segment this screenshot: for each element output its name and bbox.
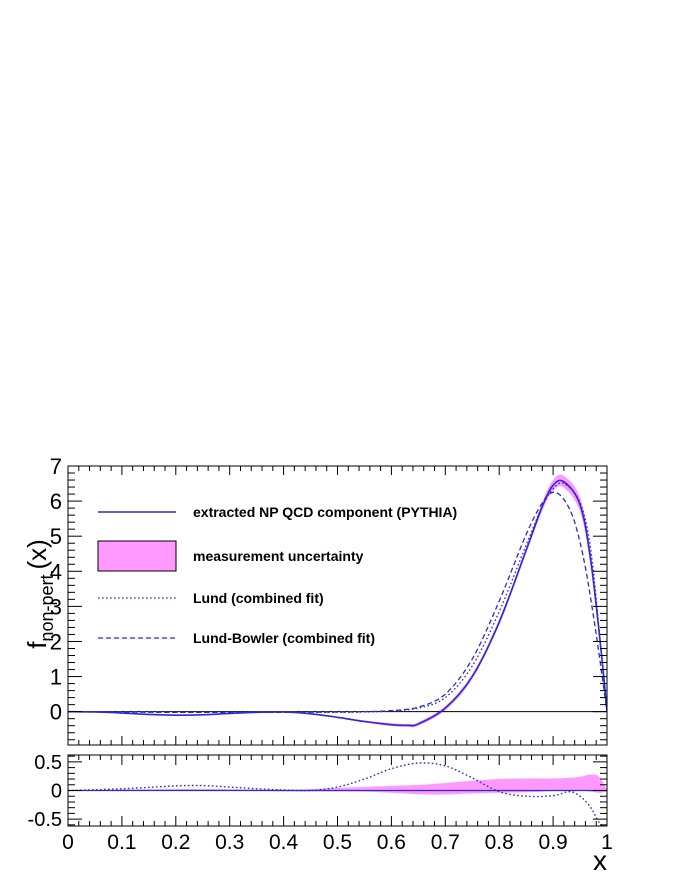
x-tick-label: 0.3 [215, 831, 244, 854]
main-series-line-dotted [68, 482, 607, 714]
main-y-tick-label: 2 [50, 629, 62, 654]
ratio-y-tick-label: -0.5 [28, 809, 62, 831]
ratio-series-line-dotted [68, 762, 604, 826]
x-tick-label: 1 [601, 831, 613, 854]
main-y-tick-labels: 0 1 2 3 4 5 6 7 [50, 454, 62, 725]
ratio-y-tick-label: 0.5 [34, 752, 62, 774]
main-series-line-solid [68, 479, 607, 727]
x-axis-label: x [593, 845, 607, 876]
x-tick-label: 0.1 [107, 831, 136, 854]
ratio-uncertainty-band [68, 774, 607, 795]
main-y-tick-label: 7 [50, 454, 62, 479]
x-tick-label: 0.6 [377, 831, 406, 854]
x-tick-label: 0.5 [323, 831, 352, 854]
main-series-line-dashed [68, 491, 607, 714]
ratio-panel: -0.500.5 0 0.1 0.2 0.3 0.4 0.5 0.6 0.7 0.8 0.9 1 x [28, 752, 613, 876]
ylabel-subscript: non-pert. [37, 570, 57, 642]
main-y-axis-label: fnon-pert.(x) [22, 539, 57, 649]
x-tick-label: 0.8 [485, 831, 514, 854]
legend-entry: measurement uncertainty [97, 540, 364, 572]
main-y-tick-label: 6 [50, 489, 62, 514]
ratio-uncertainty-band-group [68, 774, 607, 795]
legend-label: Lund-Bowler (combined fit) [193, 630, 375, 646]
ylabel-main-part: f [22, 641, 52, 649]
legend-band-swatch [97, 540, 177, 572]
main-y-tick-label: 5 [50, 524, 62, 549]
x-tick-label: 0.4 [269, 831, 299, 854]
ratio-y-tick-label: 0 [51, 781, 62, 803]
x-tick-label: 0.7 [431, 831, 460, 854]
ratio-y-tick-labels: -0.5 0 0.5 [28, 752, 62, 831]
main-series-group [68, 479, 607, 727]
main-panel: 0 1 2 3 4 5 6 7 fnon-pert.(x) extracted NP QCD … [22, 454, 608, 746]
legend-label: Lund (combined fit) [193, 590, 324, 606]
main-y-tick-label: 0 [50, 700, 62, 725]
main-y-tick-label: 3 [50, 594, 62, 619]
ylabel-suffix: (x) [22, 539, 52, 569]
legend-entry: Lund-Bowler (combined fit) [98, 630, 375, 646]
legend-entry: extracted NP QCD component (PYTHIA) [98, 504, 457, 520]
x-tick-labels: 0 0.1 0.2 0.3 0.4 0.5 0.6 0.7 0.8 0.9 1 [62, 831, 613, 854]
ratio-ticks-group [67, 755, 608, 826]
x-tick-label: 0.2 [161, 831, 190, 854]
main-ticks-group [67, 465, 608, 745]
legend-entry: Lund (combined fit) [98, 590, 324, 606]
legend-label: extracted NP QCD component (PYTHIA) [193, 504, 457, 520]
main-y-tick-label: 4 [50, 559, 62, 584]
ratio-series-group [68, 762, 607, 826]
legend-label: measurement uncertainty [193, 548, 364, 564]
x-tick-label: 0.9 [538, 831, 567, 854]
legend: extracted NP QCD component (PYTHIA) measu… [97, 504, 457, 646]
main-y-tick-label: 1 [50, 665, 62, 690]
x-tick-label: 0 [62, 831, 74, 854]
